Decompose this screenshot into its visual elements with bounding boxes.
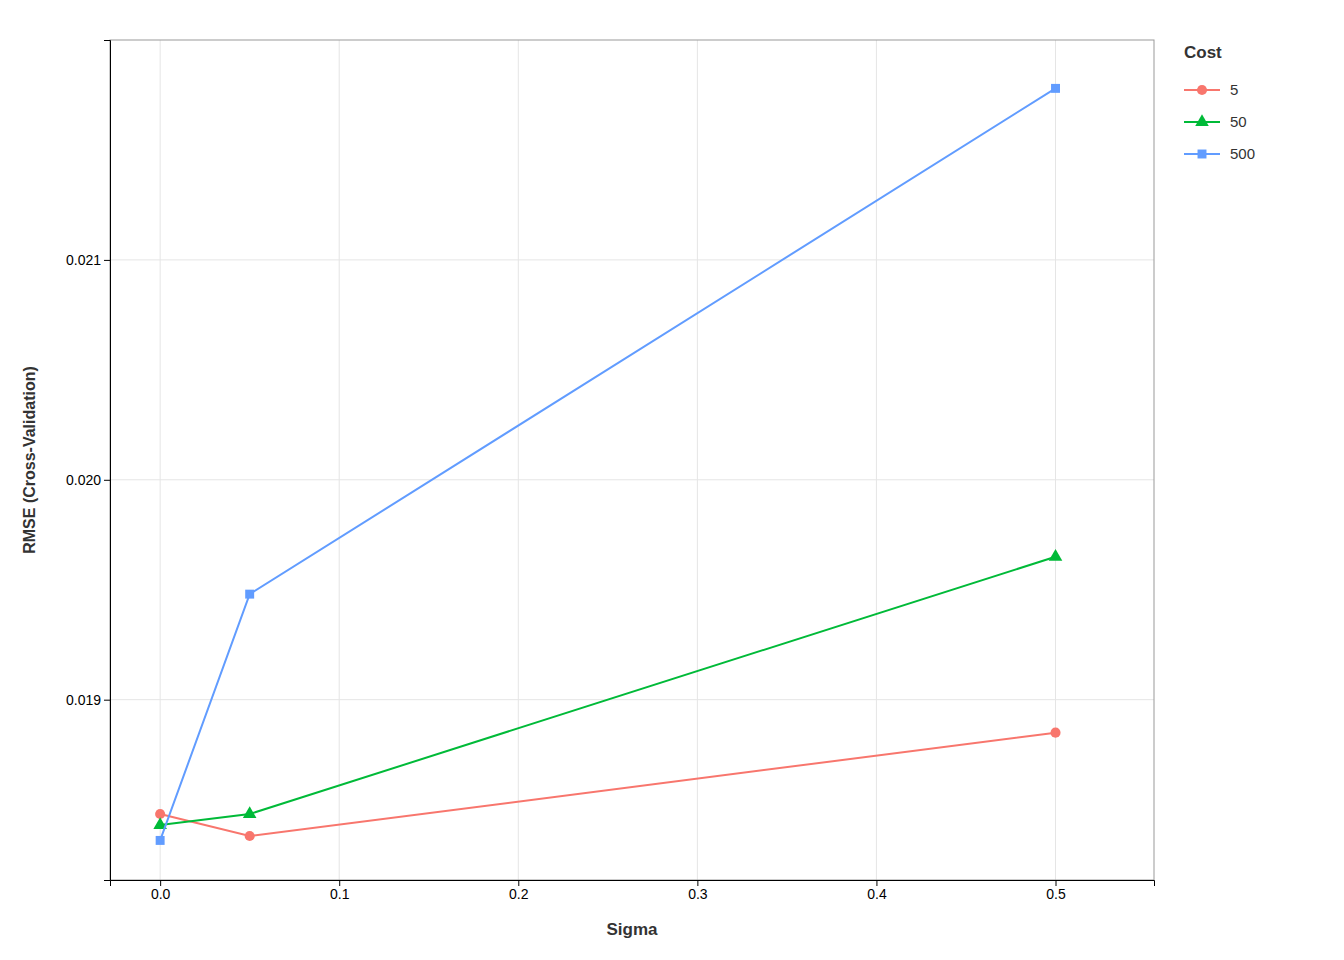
grid-line [339, 40, 340, 880]
x-axis-tick: 0.3 [688, 880, 708, 902]
x-axis-tick: 0.0 [151, 880, 171, 902]
grid-line [518, 40, 519, 880]
series-line [160, 733, 1055, 836]
y-axis-tick-label: 0.021 [66, 252, 101, 268]
grid-line [110, 699, 1154, 700]
y-axis-tick-label: 0.020 [66, 472, 101, 488]
x-axis-tick-label: 0.4 [867, 886, 887, 902]
series [155, 728, 1060, 841]
plot: 0.0 0.1 0.2 0.3 0.4 0.5 0.019 0.020 0.021 [66, 40, 1155, 902]
chart: 0.0 0.1 0.2 0.3 0.4 0.5 0.019 0.020 0.021 Sigma RM… [0, 0, 1344, 960]
y-axis-line [104, 41, 111, 881]
x-axis-tick-label: 0.2 [509, 886, 529, 902]
point [245, 831, 255, 841]
legend-label: 500 [1230, 145, 1255, 162]
series [153, 549, 1062, 829]
legend-label: 5 [1230, 81, 1238, 98]
grid-line [160, 40, 161, 880]
x-axis-tick-label: 0.5 [1046, 886, 1066, 902]
y-axis-tick: 0.021 [66, 252, 110, 268]
series-line [160, 557, 1055, 825]
legend-swatch-marker [1197, 85, 1207, 95]
y-axis: 0.019 0.020 0.021 [66, 41, 111, 881]
x-axis-tick-label: 0.3 [688, 886, 708, 902]
legend-title: Cost [1184, 43, 1222, 62]
y-axis-tick: 0.020 [66, 472, 110, 488]
point [1049, 549, 1063, 561]
grid-line [110, 479, 1154, 480]
legend-item: 5 [1184, 81, 1238, 98]
x-axis-tick: 0.2 [509, 880, 529, 902]
series [156, 84, 1060, 845]
grid-line [876, 40, 877, 880]
x-axis-tick: 0.5 [1046, 880, 1066, 902]
plot-frame [110, 40, 1154, 880]
legend: Cost 5 50 500 [1184, 43, 1255, 162]
point [1051, 84, 1060, 93]
x-axis-title: Sigma [606, 920, 658, 939]
series-line [160, 88, 1055, 840]
y-axis-tick-mark [104, 480, 110, 481]
grid [110, 40, 1154, 880]
y-axis-tick: 0.019 [66, 692, 110, 708]
x-axis-tick-label: 0.0 [151, 886, 171, 902]
grid-line [1055, 40, 1056, 880]
y-axis-tick-label: 0.019 [66, 692, 101, 708]
marks [153, 84, 1062, 845]
point [156, 836, 165, 845]
legend-swatch-marker [1195, 114, 1209, 126]
x-axis-tick: 0.1 [330, 880, 350, 902]
legend-item: 50 [1184, 113, 1247, 130]
x-axis-tick-label: 0.1 [330, 886, 350, 902]
x-axis-tick: 0.4 [867, 880, 887, 902]
y-axis-tick-mark [104, 260, 110, 261]
grid-line [110, 259, 1154, 260]
x-axis-line [111, 881, 1155, 887]
y-axis-title: RMSE (Cross-Validation) [21, 366, 38, 554]
y-axis-tick-mark [104, 700, 110, 701]
point [1050, 728, 1060, 738]
grid-line [697, 40, 698, 880]
x-axis: 0.0 0.1 0.2 0.3 0.4 0.5 [111, 880, 1155, 902]
legend-item: 500 [1184, 145, 1255, 162]
point [245, 590, 254, 599]
legend-swatch-marker [1198, 150, 1207, 159]
legend-label: 50 [1230, 113, 1247, 130]
point [243, 806, 257, 818]
